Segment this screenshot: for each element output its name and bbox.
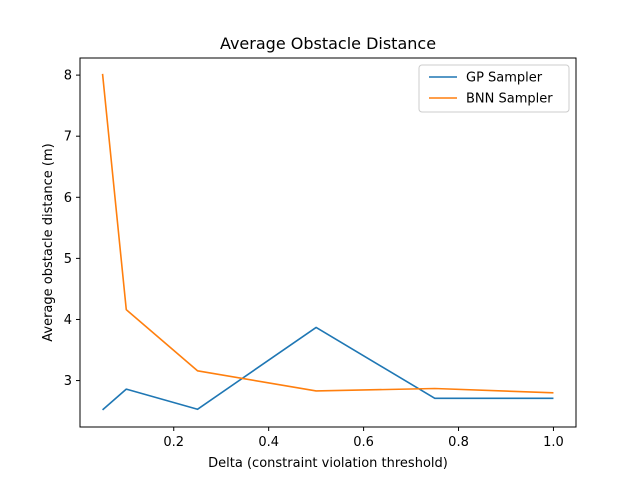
y-tick-label: 4 (64, 313, 72, 328)
x-axis-label: Delta (constraint violation threshold) (208, 456, 448, 471)
y-axis-label: Average obstacle distance (m) (41, 143, 56, 341)
x-tick-label: 0.2 (163, 435, 184, 450)
chart-title: Average Obstacle Distance (220, 34, 436, 53)
legend: GP Sampler BNN Sampler (418, 64, 570, 113)
y-tick-label: 6 (64, 191, 72, 206)
y-tick-label: 3 (64, 374, 72, 389)
legend-label: BNN Sampler (466, 92, 553, 107)
series-line-1 (101, 73, 554, 394)
x-tick-label: 1.0 (543, 435, 564, 450)
y-axis-ticks: 3 4 5 6 7 8 (64, 69, 80, 389)
y-tick-label: 7 (64, 130, 72, 145)
x-tick-label: 0.4 (258, 435, 279, 450)
series-layer (101, 73, 554, 411)
x-axis-ticks: 0.2 0.4 0.6 0.8 1.0 (163, 427, 564, 450)
legend-label: GP Sampler (466, 71, 543, 86)
x-tick-label: 0.6 (353, 435, 374, 450)
y-tick-label: 5 (64, 252, 72, 267)
x-tick-label: 0.8 (448, 435, 469, 450)
series-line-0 (102, 326, 554, 411)
y-tick-label: 8 (64, 69, 72, 84)
plot-frame (79, 57, 577, 428)
